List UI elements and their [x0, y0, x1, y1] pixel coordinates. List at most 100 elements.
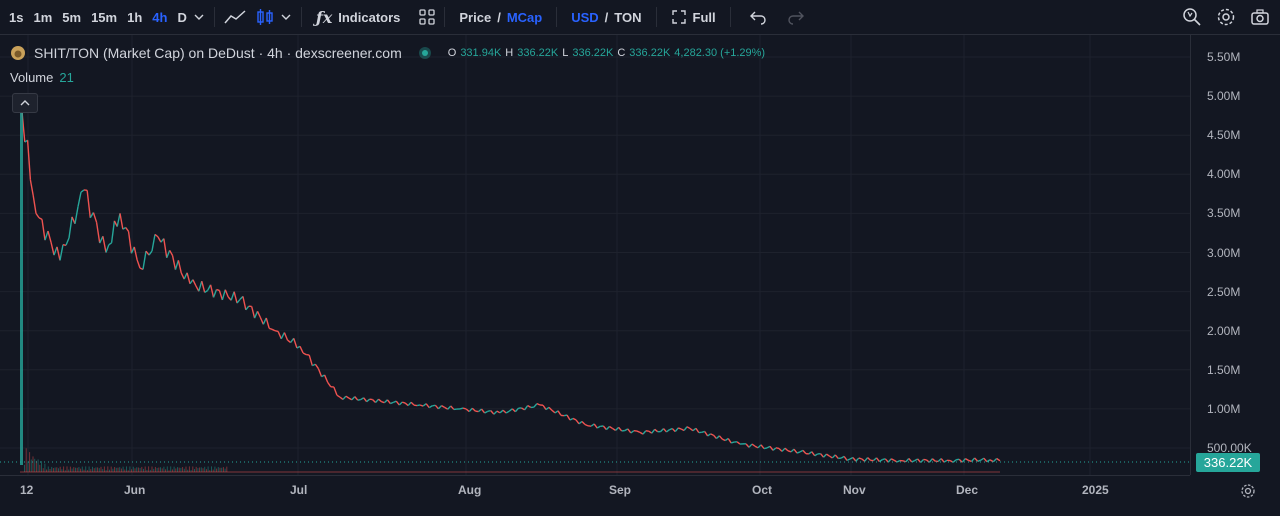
- camera-icon[interactable]: [1250, 7, 1270, 27]
- volume-bar: [211, 466, 212, 472]
- price-series-segment: [847, 459, 850, 460]
- price-series-segment: [862, 459, 865, 461]
- volume-bar: [192, 467, 193, 472]
- price-series-segment: [637, 431, 640, 432]
- fullscreen-button[interactable]: Full: [665, 9, 722, 25]
- collapse-legend-button[interactable]: [12, 93, 38, 113]
- price-series-segment: [281, 333, 284, 339]
- volume-bar: [214, 467, 215, 472]
- ohlc-o-label: O: [448, 47, 457, 59]
- price-series-segment: [764, 448, 767, 449]
- price-series-segment: [426, 404, 429, 408]
- volume-bar: [167, 466, 168, 472]
- price-series-segment: [879, 460, 882, 462]
- candlestick-icon[interactable]: [255, 7, 275, 27]
- timeframe-d[interactable]: D: [172, 10, 191, 25]
- price-mcap-toggle[interactable]: Price / MCap: [453, 10, 548, 25]
- price-chart[interactable]: [0, 35, 1190, 475]
- price-tick-label: 5.50M: [1207, 50, 1240, 64]
- price-series-segment: [255, 311, 258, 318]
- price-series-segment: [109, 243, 112, 245]
- price-series-segment: [850, 458, 853, 459]
- price-series-segment: [859, 458, 862, 459]
- volume-bar: [152, 467, 153, 472]
- volume-bar: [177, 467, 178, 472]
- time-tick-label: Nov: [843, 483, 866, 497]
- volume-bar: [72, 469, 73, 472]
- volume-bar: [58, 468, 59, 472]
- undo-icon[interactable]: [749, 9, 767, 25]
- timeframe-4h[interactable]: 4h: [147, 10, 172, 25]
- indicators-button[interactable]: ƒx Indicators: [310, 8, 407, 27]
- price-series-segment: [106, 245, 109, 253]
- volume-bar: [60, 467, 61, 472]
- price-series-segment: [442, 406, 445, 408]
- price-series-segment: [603, 426, 606, 430]
- price-series-segment: [340, 397, 343, 399]
- price-tick-label: 1.00M: [1207, 402, 1240, 416]
- currency-toggle[interactable]: USD / TON: [565, 10, 647, 25]
- timeframe-15m[interactable]: 15m: [86, 10, 122, 25]
- volume-bar: [26, 448, 27, 472]
- price-series-segment: [785, 448, 788, 451]
- quick-search-icon[interactable]: [1182, 7, 1202, 27]
- volume-bar: [51, 467, 52, 472]
- line-chart-icon[interactable]: [223, 8, 247, 26]
- volume-bar: [157, 468, 158, 472]
- settings-icon[interactable]: [1240, 483, 1256, 499]
- price-series-segment: [411, 402, 414, 405]
- mcap-label: MCap: [507, 10, 542, 25]
- price-series-segment: [334, 387, 337, 395]
- price-series-segment: [652, 429, 655, 433]
- price-series-segment: [573, 418, 576, 419]
- divider: [730, 7, 731, 27]
- volume-bar: [133, 467, 134, 472]
- price-series-segment: [269, 328, 272, 329]
- volume-bar: [180, 468, 181, 472]
- price-series-segment: [420, 405, 423, 406]
- price-separator: /: [497, 10, 501, 25]
- price-series-segment: [965, 459, 968, 461]
- price-series-segment: [193, 280, 196, 286]
- price-series-segment: [312, 364, 315, 365]
- volume-bar: [223, 467, 224, 472]
- layout-grid-icon[interactable]: [418, 8, 436, 26]
- chevron-down-icon[interactable]: [192, 10, 206, 24]
- price-series-segment: [402, 402, 405, 403]
- volume-bar: [114, 467, 115, 472]
- price-series-segment: [376, 399, 379, 402]
- volume-bar: [160, 467, 161, 472]
- timeframe-1h[interactable]: 1h: [122, 10, 147, 25]
- gear-icon[interactable]: [1216, 7, 1236, 27]
- chevron-down-icon[interactable]: [279, 10, 293, 24]
- price-series-segment: [54, 247, 57, 255]
- price-series-segment: [42, 219, 45, 240]
- price-series-segment: [390, 402, 393, 403]
- price-series-segment: [690, 428, 693, 430]
- ohlc-o-value: 331.94K: [460, 47, 501, 59]
- redo-icon[interactable]: [787, 9, 805, 25]
- price-series-segment: [567, 415, 570, 420]
- timeframe-1s[interactable]: 1s: [4, 10, 28, 25]
- price-series-segment: [594, 424, 597, 428]
- price-series-segment: [981, 458, 984, 460]
- price-series-segment: [243, 296, 246, 309]
- price-series-segment: [993, 459, 996, 462]
- timeframe-5m[interactable]: 5m: [57, 10, 86, 25]
- price-series-segment: [103, 236, 106, 252]
- price-series-segment: [891, 459, 894, 460]
- price-series-segment: [355, 397, 358, 401]
- volume-bar: [225, 469, 226, 472]
- timeframe-1m[interactable]: 1m: [28, 10, 57, 25]
- price-series-segment: [631, 431, 634, 433]
- price-series-segment: [997, 459, 1000, 461]
- price-series-segment: [266, 318, 269, 328]
- volume-bar: [29, 452, 30, 472]
- price-series-segment: [214, 290, 217, 298]
- price-series-segment: [666, 430, 669, 432]
- price-series-segment: [932, 459, 935, 462]
- price-series-segment: [93, 213, 96, 223]
